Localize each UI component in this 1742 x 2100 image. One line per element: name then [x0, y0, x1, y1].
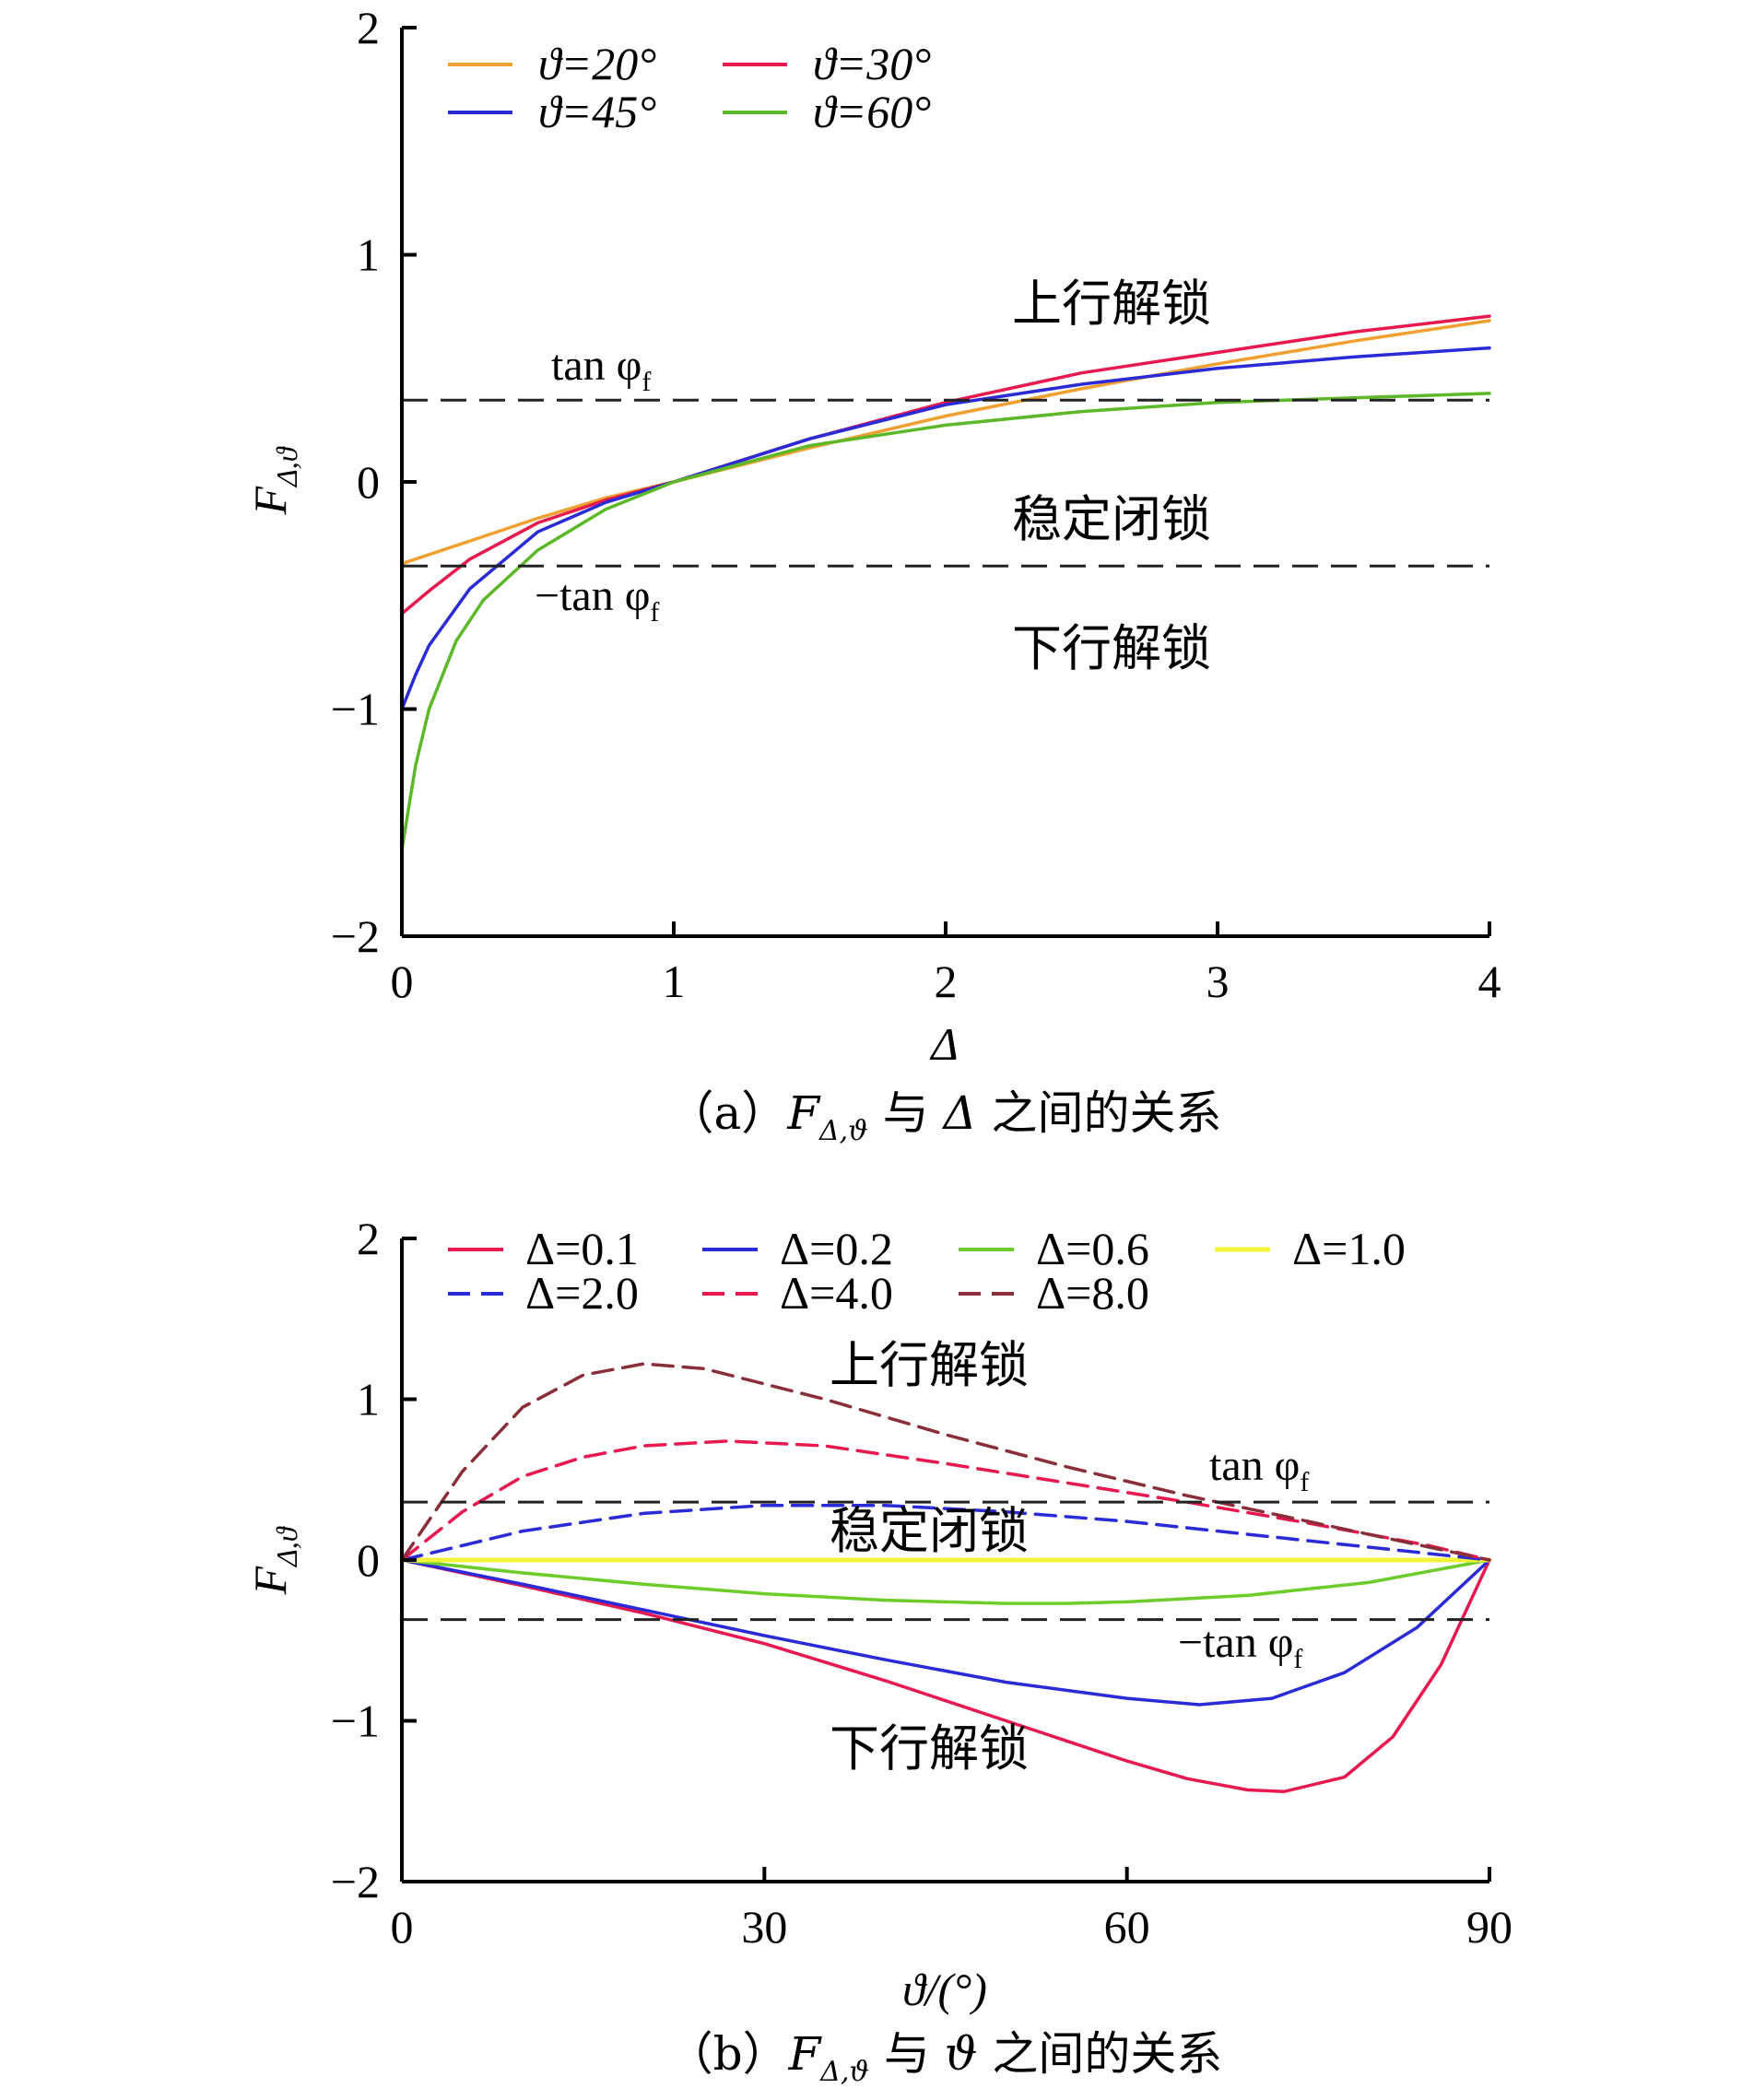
panel-a-x-tick-label: 4 — [1478, 956, 1501, 1007]
panel-b-x-axis-label: ϑ/(°) — [902, 1964, 987, 2015]
panel-a-x-tick-label: 1 — [663, 956, 686, 1007]
panel-b-region-downward-unlock: 下行解锁 — [830, 1719, 1029, 1777]
panel-a-series-20 — [400, 319, 1491, 566]
panel-a: 0 1 2 3 4 −2 −1 0 1 2 Δ FΔ,ϑ ϑ=20° ϑ=30° ϑ=45° ϑ… — [244, 2, 1501, 1147]
panel-b-region-stable-lock: 稳定闭锁 — [830, 1502, 1029, 1560]
panel-a-y-tick-label: 1 — [357, 229, 380, 281]
legend-label-theta-45: ϑ=45° — [538, 86, 656, 137]
panel-a-x-ticks: 0 1 2 3 4 — [391, 921, 1501, 1007]
panel-a-region-upward-unlock: 上行解锁 — [1012, 275, 1211, 333]
legend-label-theta-60: ϑ=60° — [813, 86, 931, 137]
panel-a-y-tick-label: −1 — [331, 684, 380, 735]
panel-b-tan-phi-label: tan φf — [1209, 1441, 1309, 1497]
panel-b-curves — [399, 1362, 1492, 1794]
panel-b-y-ticks: −2 −1 0 1 2 — [331, 1213, 417, 1907]
panel-a-region-downward-unlock: 下行解锁 — [1012, 619, 1211, 677]
legend-label-theta-30: ϑ=30° — [813, 38, 931, 89]
panel-b-series-2-0 — [400, 1503, 1491, 1562]
panel-a-reference-lines — [402, 398, 1489, 568]
panel-b-series-0-2 — [400, 1558, 1491, 1707]
panel-a-y-axis-label: FΔ,ϑ — [244, 445, 303, 515]
panel-b-x-tick-label: 90 — [1466, 1901, 1512, 1953]
legend-label-delta-4-0: Δ=4.0 — [780, 1267, 893, 1319]
panel-a-series-60 — [400, 392, 1491, 852]
legend-label-theta-20: ϑ=20° — [538, 38, 656, 89]
panel-a-x-tick-label: 2 — [935, 956, 958, 1007]
legend-label-delta-2-0: Δ=2.0 — [525, 1267, 639, 1319]
panel-a-axes — [400, 28, 1489, 938]
panel-b-series-4-0 — [400, 1439, 1491, 1562]
panel-b-x-tick-label: 30 — [741, 1901, 787, 1953]
panel-a-neg-tan-phi-label: −tan φf — [535, 571, 659, 628]
legend-label-delta-1-0: Δ=1.0 — [1292, 1223, 1406, 1274]
legend-label-delta-0-6: Δ=0.6 — [1036, 1223, 1149, 1274]
panel-b-x-tick-label: 60 — [1104, 1901, 1150, 1953]
panel-b-series-0-6 — [400, 1558, 1491, 1605]
panel-b-neg-tan-phi-label: −tan φf — [1178, 1618, 1302, 1674]
panel-a-x-axis-label: Δ — [929, 1018, 958, 1070]
panel-a-x-tick-label: 3 — [1206, 956, 1230, 1007]
panel-b-y-tick-label: −1 — [331, 1695, 380, 1747]
panel-a-x-tick-label: 0 — [391, 956, 414, 1007]
panel-b-y-tick-label: 1 — [357, 1374, 380, 1425]
legend-label-delta-0-2: Δ=0.2 — [780, 1223, 893, 1274]
panel-a-tan-phi-label: tan φf — [551, 341, 651, 397]
panel-a-y-tick-label: 2 — [357, 2, 380, 53]
panel-b-series-0-1 — [400, 1558, 1491, 1794]
panel-a-caption: （a）FΔ,ϑ 与 Δ 之间的关系 — [668, 1086, 1222, 1147]
legend-label-delta-0-1: Δ=0.1 — [525, 1223, 639, 1274]
panel-a-region-stable-lock: 稳定闭锁 — [1012, 490, 1211, 548]
panel-b-reference-lines — [402, 1500, 1489, 1622]
panel-a-y-tick-label: −2 — [331, 910, 380, 962]
panel-a-legend: ϑ=20° ϑ=30° ϑ=45° ϑ=60° — [448, 38, 931, 137]
panel-b-x-tick-label: 0 — [391, 1901, 414, 1953]
panel-b-y-tick-label: −2 — [331, 1856, 380, 1907]
panel-b-region-upward-unlock: 上行解锁 — [830, 1336, 1029, 1394]
panel-a-y-tick-label: 0 — [357, 456, 380, 508]
panel-a-curves — [400, 314, 1491, 852]
panel-b: 0 30 60 90 −2 −1 0 1 2 ϑ/(°) FΔ,ϑ Δ=0.1 Δ=0.2 Δ… — [244, 1213, 1512, 2088]
panel-a-y-ticks: −2 −1 0 1 2 — [331, 2, 417, 962]
panel-b-x-ticks: 0 30 60 90 — [391, 1867, 1512, 1953]
panel-b-y-axis-label: FΔ,ϑ — [244, 1525, 303, 1595]
panel-b-series-8-0 — [400, 1362, 1491, 1562]
legend-label-delta-8-0: Δ=8.0 — [1036, 1267, 1149, 1319]
panel-b-y-tick-label: 0 — [357, 1534, 380, 1586]
panel-b-y-tick-label: 2 — [357, 1213, 380, 1264]
panel-b-caption: （b）FΔ,ϑ 与 ϑ 之间的关系 — [667, 2027, 1223, 2088]
panel-b-legend: Δ=0.1 Δ=0.2 Δ=0.6 Δ=1.0 Δ=2.0 Δ=4.0 Δ=8.… — [448, 1223, 1406, 1319]
